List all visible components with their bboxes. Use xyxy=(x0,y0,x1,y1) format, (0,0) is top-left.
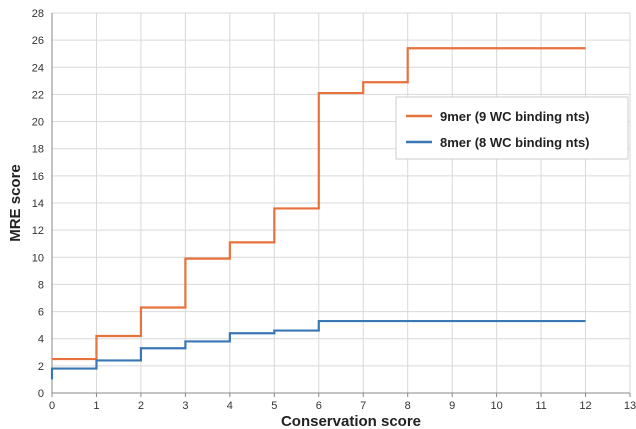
x-axis-title: Conservation score xyxy=(281,413,421,429)
legend-box xyxy=(395,96,629,160)
x-tick-label: 4 xyxy=(227,400,233,412)
y-tick-label: 2 xyxy=(38,361,44,373)
x-tick-label: 3 xyxy=(182,400,188,412)
y-axis-title: MRE score xyxy=(7,164,24,242)
y-tick-label: 14 xyxy=(32,198,44,210)
x-tick-label: 11 xyxy=(535,400,546,412)
x-tick-label: 0 xyxy=(49,400,55,412)
axes xyxy=(51,13,631,397)
x-tick-label: 9 xyxy=(449,400,455,412)
y-tick-label: 4 xyxy=(38,334,44,346)
legend: 9mer (9 WC binding nts) 8mer (8 WC bindi… xyxy=(395,96,629,160)
y-tick-label: 18 xyxy=(32,144,44,156)
x-tick-label: 12 xyxy=(579,400,591,412)
y-tick-label: 24 xyxy=(32,62,44,74)
legend-label-8mer: 8mer (8 WC binding nts) xyxy=(440,135,590,150)
x-tick-label: 5 xyxy=(271,400,277,412)
series-line-8mer xyxy=(50,319,586,380)
y-tick-label: 16 xyxy=(32,171,44,183)
series-lines xyxy=(50,47,586,380)
y-tick-label: 8 xyxy=(38,279,44,291)
y-tick-label: 26 xyxy=(32,35,44,47)
x-tick-label: 2 xyxy=(138,400,144,412)
legend-label-9mer: 9mer (9 WC binding nts) xyxy=(440,109,590,124)
x-tick-label: 10 xyxy=(490,400,502,412)
x-tick-label: 13 xyxy=(624,400,636,412)
x-tick-label: 6 xyxy=(316,400,322,412)
x-tick-label: 7 xyxy=(360,400,366,412)
y-tick-label: 28 xyxy=(32,8,44,20)
y-tick-label: 20 xyxy=(32,117,44,129)
grid xyxy=(51,12,631,394)
x-tick-label: 8 xyxy=(405,400,411,412)
x-tick-label: 1 xyxy=(93,400,99,412)
y-tick-label: 22 xyxy=(32,89,44,101)
y-tick-label: 12 xyxy=(32,225,44,237)
x-tick-labels: 0 1 2 3 4 5 6 7 8 9 10 11 12 13 xyxy=(49,400,636,412)
y-tick-label: 10 xyxy=(32,252,44,264)
y-tick-label: 6 xyxy=(38,307,44,319)
series-line-9mer xyxy=(52,47,586,361)
y-tick-label: 0 xyxy=(38,388,44,400)
